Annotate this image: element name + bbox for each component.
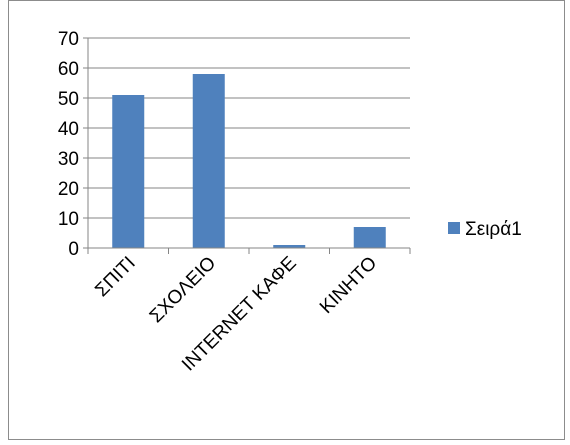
bar (273, 245, 306, 248)
y-tick-label: 0 (68, 239, 79, 260)
axes (83, 37, 411, 254)
y-tick-labels: 0 10 20 30 40 50 60 70 (58, 29, 79, 260)
y-tick-label: 70 (58, 29, 79, 50)
y-tick-label: 20 (58, 179, 79, 200)
bar (353, 227, 386, 248)
legend-swatch (448, 222, 460, 234)
y-tick-label: 30 (58, 149, 79, 170)
y-tick-label: 50 (58, 89, 79, 110)
y-tick-label: 60 (58, 59, 79, 80)
bar (112, 95, 145, 248)
x-tick-label: ΣΠΙΤΙ (91, 253, 140, 302)
chart-area (8, 0, 565, 440)
bars (112, 74, 386, 248)
y-tick-label: 10 (58, 209, 79, 230)
x-tick-label: ΚΙΝΗΤΟ (316, 253, 381, 318)
legend: Σειρά1 (448, 219, 522, 240)
x-tick-label: ΣΧΟΛΕΙΟ (146, 253, 220, 327)
legend-label: Σειρά1 (465, 219, 522, 240)
y-tick-label: 40 (58, 119, 79, 140)
bar (192, 74, 225, 248)
